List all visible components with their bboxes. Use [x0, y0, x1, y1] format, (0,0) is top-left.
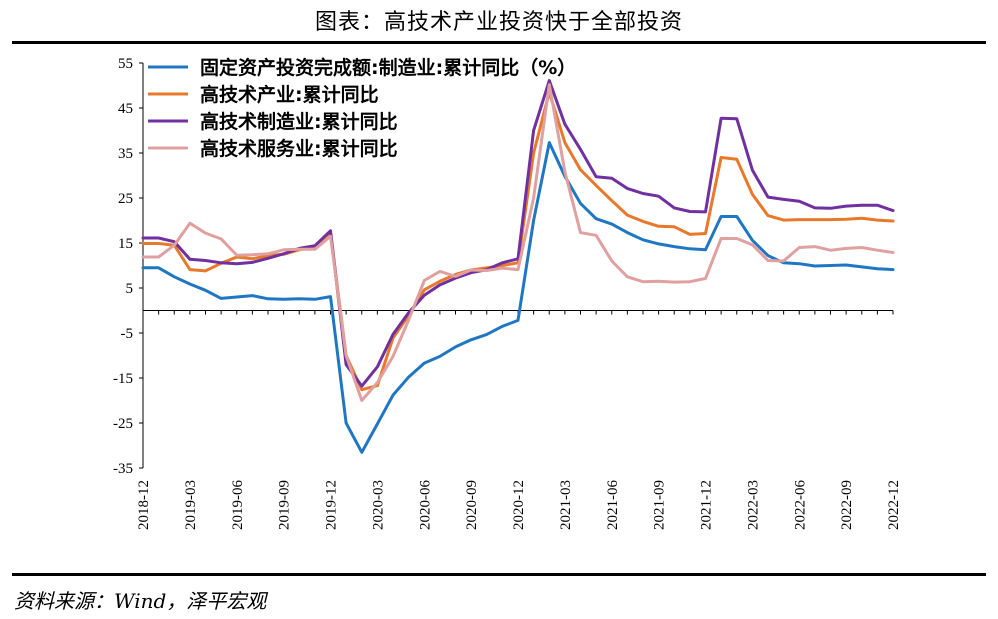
y-tick-label: -15 — [113, 371, 133, 387]
x-tick-label: 2021-03 — [558, 480, 574, 530]
legend-bg — [146, 57, 506, 81]
x-tick-label: 2022-03 — [745, 480, 761, 530]
bottom-rule — [12, 573, 986, 576]
legend-bg — [146, 111, 506, 135]
x-tick-label: 2022-09 — [839, 480, 855, 530]
top-rule — [12, 41, 986, 44]
legend-label-3: 高技术服务业:累计同比 — [200, 137, 398, 160]
y-tick-label: 45 — [118, 101, 133, 117]
legend: 固定资产投资完成额:制造业:累计同比（%） 高技术产业:累计同比高技术制造业:累计… — [146, 56, 576, 162]
series-line-0 — [141, 141, 895, 454]
y-tick-label: -25 — [113, 416, 133, 432]
x-tick-label: 2021-06 — [605, 480, 621, 530]
x-tick-label: 2020-03 — [370, 480, 386, 530]
x-tick-label: 2020-06 — [417, 480, 433, 530]
x-tick-label: 2020-12 — [511, 480, 527, 530]
legend-label-0: 固定资产投资完成额:制造业:累计同比（%） — [200, 56, 576, 79]
x-tick-label: 2019-06 — [230, 480, 246, 530]
chart-title: 图表：高技术产业投资快于全部投资 — [314, 10, 683, 35]
y-tick-label: 55 — [118, 56, 133, 72]
source-note: 资料来源：Wind，泽平宏观 — [14, 589, 267, 613]
y-tick-label: 15 — [118, 236, 133, 252]
legend-bg — [146, 138, 506, 162]
series-line-1 — [141, 90, 895, 392]
series-line-2 — [141, 79, 895, 388]
legend-label-2: 高技术制造业:累计同比 — [200, 110, 398, 133]
legend-bg — [146, 84, 506, 108]
y-tick-label: 25 — [118, 191, 133, 207]
x-tick-label: 2022-06 — [792, 480, 808, 530]
x-tick-label: 2020-09 — [464, 480, 480, 530]
y-tick-label: -5 — [121, 326, 134, 342]
y-tick-label: 35 — [118, 146, 133, 162]
legend-label-1: 高技术产业:累计同比 — [200, 83, 379, 106]
x-tick-label: 2022-12 — [886, 480, 902, 530]
x-tick-label: 2018-12 — [136, 480, 152, 530]
series-line-3 — [141, 83, 895, 402]
x-tick-label: 2021-09 — [652, 480, 668, 530]
x-tick-label: 2019-12 — [324, 480, 340, 530]
series-lines — [141, 79, 895, 454]
x-tick-label: 2019-09 — [277, 480, 293, 530]
x-tick-label: 2019-03 — [183, 480, 199, 530]
x-tick-label: 2021-12 — [699, 480, 715, 530]
y-tick-label: 5 — [126, 281, 134, 297]
y-tick-label: -35 — [113, 461, 133, 477]
